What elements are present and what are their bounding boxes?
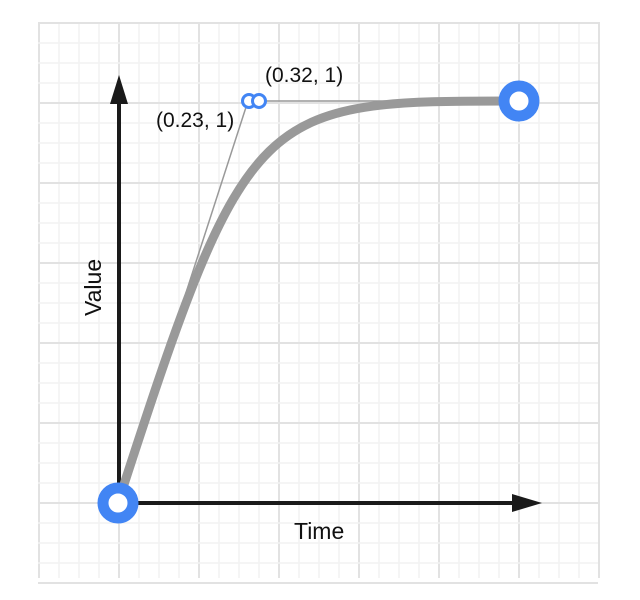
start-point-handle[interactable] <box>97 482 139 524</box>
control-point-2-label: (0.32, 1) <box>265 64 343 87</box>
y-axis-label: Value <box>80 259 106 316</box>
x-axis-arrow <box>512 494 542 512</box>
easing-curve <box>113 96 524 508</box>
control-point-2-handle[interactable] <box>251 93 267 109</box>
grid <box>38 22 600 584</box>
y-axis-arrow <box>110 75 128 104</box>
end-point-handle[interactable] <box>498 80 540 122</box>
control-point-1-label: (0.23, 1) <box>156 109 234 132</box>
x-axis-label: Time <box>294 518 344 544</box>
